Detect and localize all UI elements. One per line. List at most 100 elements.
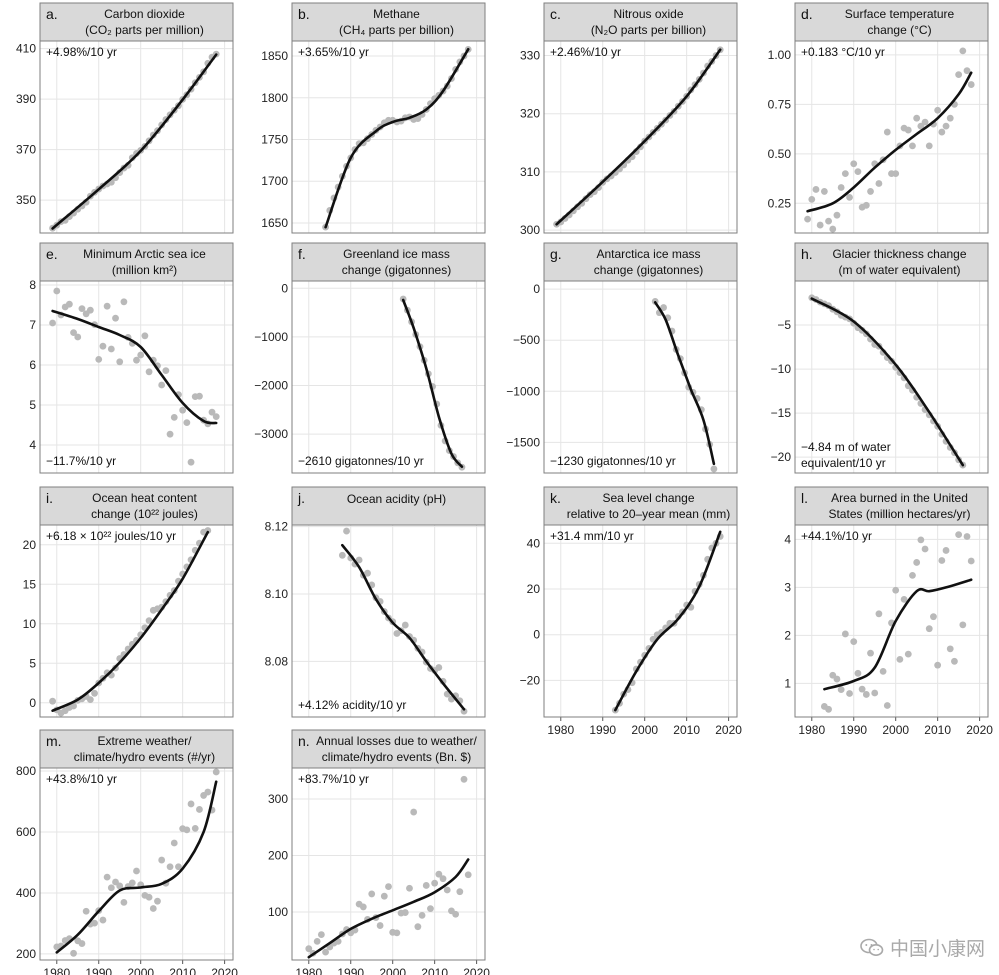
data-point [133, 867, 140, 875]
gridlines [292, 525, 485, 717]
data-point [820, 188, 828, 195]
data-point [951, 657, 958, 665]
data-point [179, 406, 187, 414]
panel-i: i. Ocean heat content change (10²² joules)… [23, 486, 234, 718]
y-tick-label: −2000 [254, 379, 288, 393]
data-point [883, 702, 891, 709]
data-point [841, 170, 849, 178]
data-point [204, 527, 212, 534]
data-point [196, 806, 203, 813]
panel-border [794, 40, 989, 234]
data-point [967, 81, 975, 88]
panel-k: k. Sea level change relative to 20–year me… [520, 486, 742, 737]
data-point [963, 67, 971, 75]
trend-line [555, 48, 722, 226]
data-point [86, 306, 94, 314]
data-point [313, 937, 321, 945]
data-point [86, 696, 94, 704]
panel-border [543, 40, 738, 234]
panel-header [543, 486, 738, 526]
gridlines [292, 281, 485, 473]
data-point [343, 527, 350, 535]
x-tick-label: 2020 [715, 723, 742, 737]
data-point [170, 839, 178, 847]
panel-letter: c. [550, 6, 561, 22]
x-tick-label: 1990 [85, 966, 112, 975]
y-tick-label: 6 [29, 358, 36, 372]
panel-g: g. Antarctica ice mass change (gigatonnes)… [506, 242, 738, 474]
trend-annotation: −4.84 m of water [801, 440, 891, 454]
gridlines [795, 525, 988, 717]
data-point [128, 879, 136, 887]
plot-area [795, 281, 988, 473]
trend-annotation: +2.46%/10 yr [550, 45, 621, 59]
data-point [921, 545, 929, 553]
data-point [892, 586, 900, 594]
data-point [808, 195, 816, 203]
trend-line [653, 301, 716, 466]
trend-annotation: equivalent/10 yr [801, 456, 886, 470]
data-point [49, 697, 56, 705]
y-tick-label: 1.00 [768, 48, 792, 62]
y-tick-label: 8 [29, 278, 36, 292]
data-point [414, 923, 422, 931]
trend-line [307, 858, 470, 959]
panel-border [39, 767, 234, 961]
x-tick-label: 2000 [127, 966, 154, 975]
y-tick-label: 1 [784, 676, 791, 690]
y-tick-label: 5 [29, 656, 36, 670]
y-tick-label: 15 [23, 577, 37, 591]
trend-annotation: +44.1%/10 yr [801, 529, 872, 543]
y-tick-label: 600 [16, 825, 36, 839]
data-point [70, 702, 77, 710]
data-point [162, 367, 170, 374]
y-tick-label: −10 [771, 362, 792, 376]
y-tick-label: −15 [771, 406, 792, 420]
trend-line [341, 543, 466, 711]
plot-area [40, 768, 233, 960]
data-point [91, 919, 98, 927]
panel-title: Greenland ice mass [343, 247, 450, 261]
y-tick-label: 330 [520, 49, 540, 63]
data-point [91, 689, 98, 697]
data-points [820, 531, 975, 713]
panel-title: (m of water equivalent) [838, 263, 960, 277]
data-point [804, 215, 811, 223]
data-point [406, 884, 413, 892]
y-tick-label: −5 [777, 318, 791, 332]
data-point [875, 610, 883, 618]
data-point [183, 419, 191, 426]
gridlines [544, 281, 737, 473]
data-point [892, 170, 900, 178]
data-point [846, 193, 853, 201]
data-point [959, 621, 967, 629]
trend-annotation: −11.7%/10 yr [46, 454, 116, 468]
data-point [883, 128, 891, 136]
trend-line [614, 530, 722, 712]
y-tick-label: −1000 [506, 384, 540, 398]
data-point [74, 333, 82, 341]
plot-area [292, 768, 485, 960]
data-point [103, 873, 111, 881]
trend-annotation: +3.65%/10 yr [298, 45, 369, 59]
panel-letter: m. [46, 733, 62, 749]
plot-area [544, 281, 737, 473]
x-tick-label: 2020 [966, 723, 993, 737]
panel-border [794, 524, 989, 718]
panel-l: l. Area burned in the United States (milli… [784, 486, 993, 737]
data-point [95, 356, 103, 363]
trend-line [51, 530, 210, 712]
trend-line [806, 71, 973, 213]
x-tick-label: 2010 [924, 723, 951, 737]
watermark: 中国小康网 [860, 934, 985, 961]
data-point [145, 893, 153, 901]
y-tick-label: 200 [16, 947, 36, 961]
trend-annotation: +6.18 × 10²² joules/10 yr [46, 529, 176, 543]
data-point [99, 916, 107, 924]
data-point [368, 890, 376, 898]
data-point [435, 664, 443, 671]
data-point [166, 430, 174, 438]
data-point [359, 903, 367, 911]
y-tick-label: 0 [281, 281, 288, 295]
trend-annotation: −2610 gigatonnes/10 yr [298, 454, 424, 468]
